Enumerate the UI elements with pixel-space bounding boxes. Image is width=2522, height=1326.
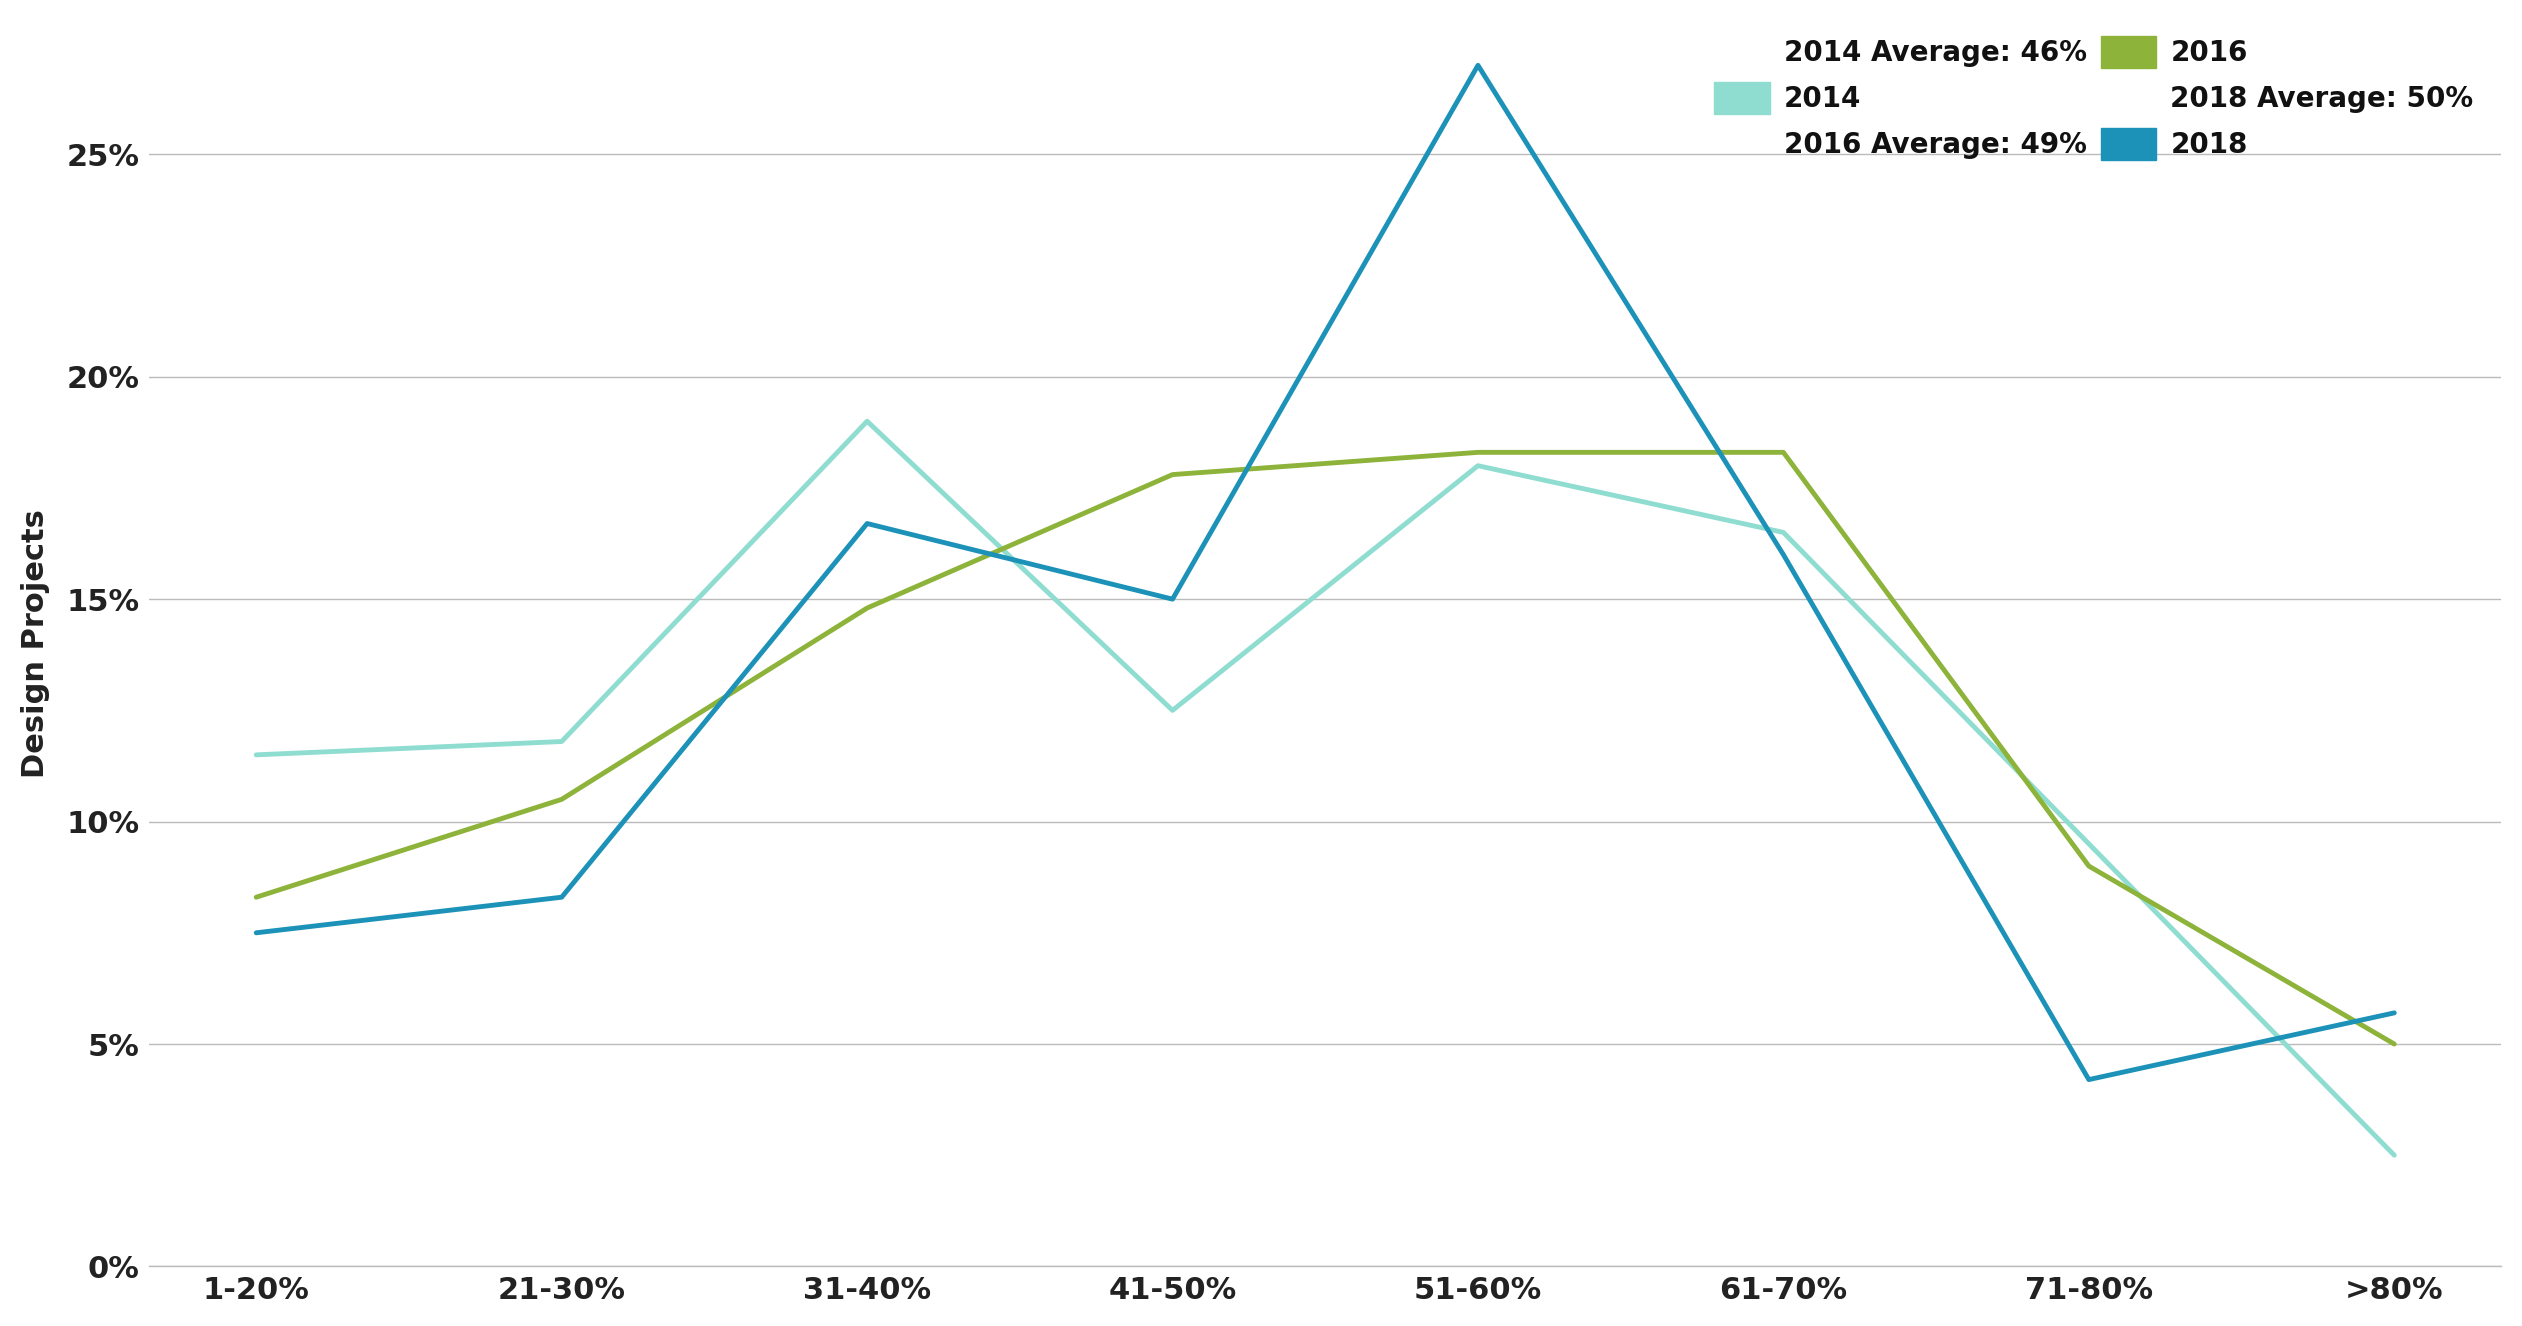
Y-axis label: Design Projects: Design Projects — [20, 509, 50, 778]
Legend: 2014 Average: 46%, 2014, 2016 Average: 49%, 2016, 2018 Average: 50%, 2018: 2014 Average: 46%, 2014, 2016 Average: 4… — [1700, 23, 2487, 174]
